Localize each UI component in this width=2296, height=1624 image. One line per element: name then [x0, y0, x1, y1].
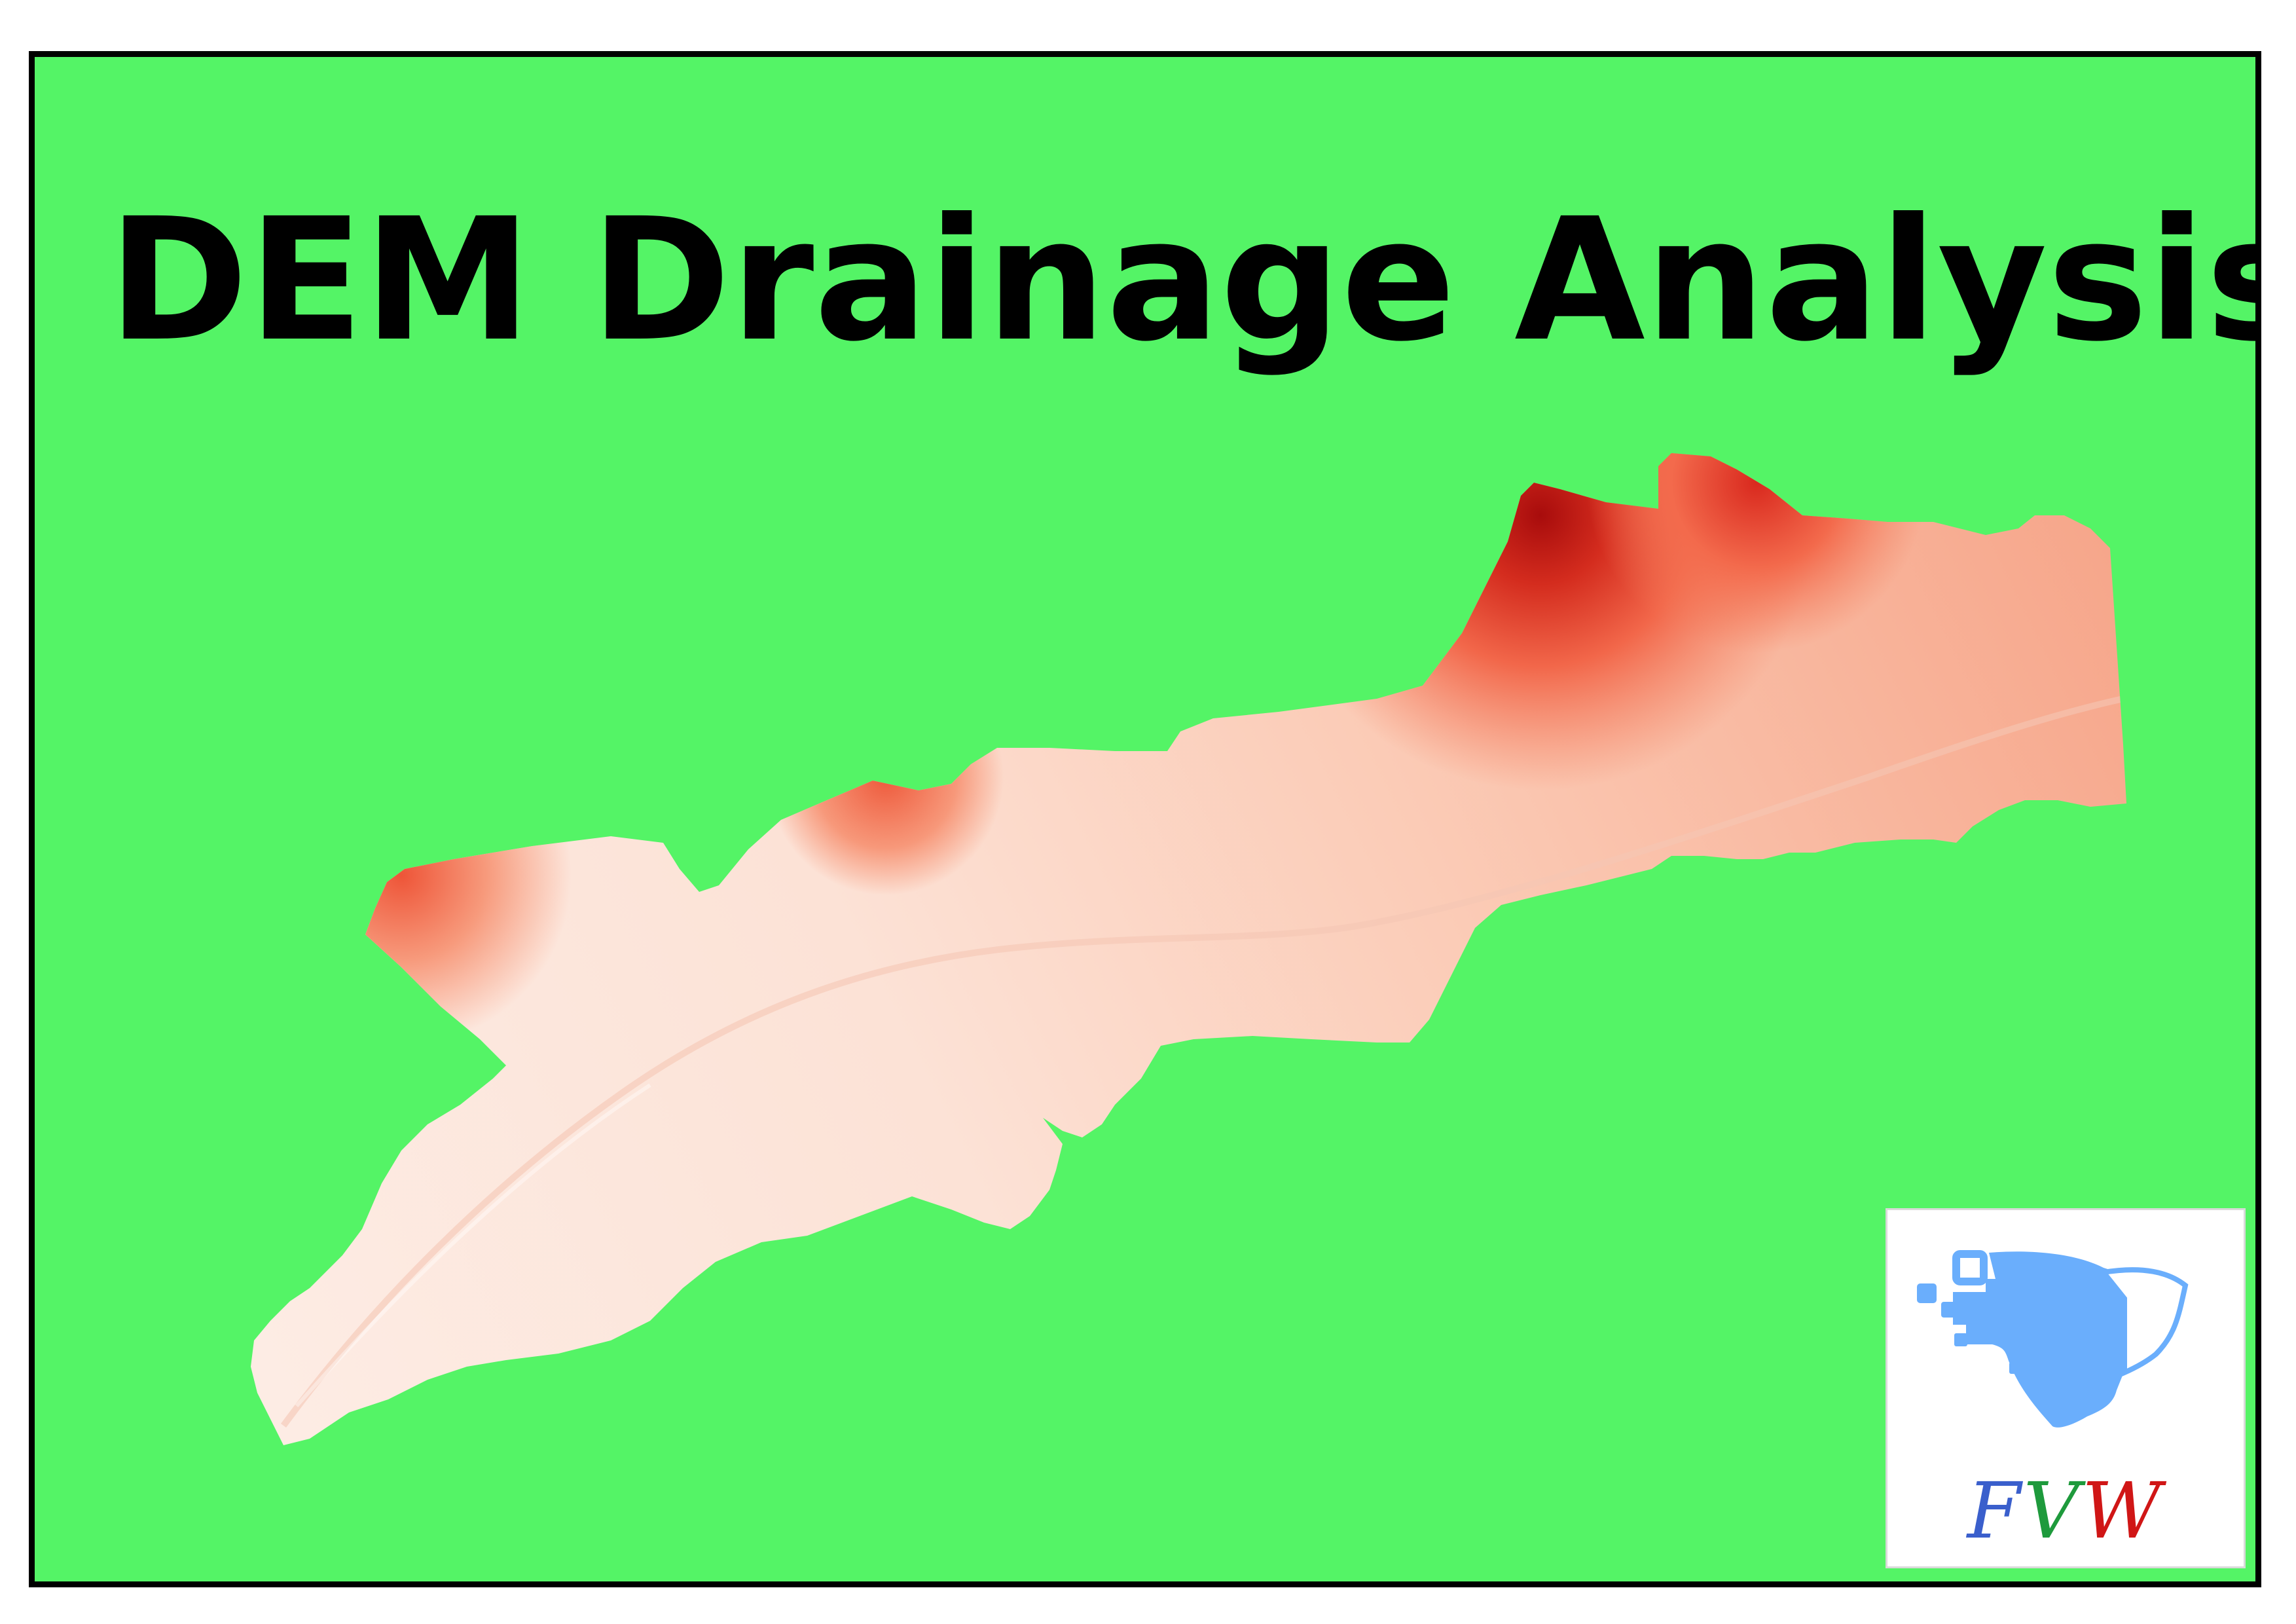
drainage-channel — [280, 695, 2124, 1428]
logo-letter-f: F — [1967, 1466, 2024, 1556]
logo-letter-v: V — [2023, 1466, 2082, 1556]
dem-drainage-raster — [251, 453, 2126, 1445]
logo: FVW — [1886, 1208, 2246, 1568]
logo-text: FVW — [1887, 1472, 2244, 1549]
map-title: DEM Drainage Analysis — [108, 182, 2261, 378]
logo-letter-w: W — [2081, 1466, 2164, 1556]
fvw-head-logo-icon — [1917, 1250, 2189, 1428]
map-frame: DEM Drainage Analysis FVW — [29, 51, 2261, 1587]
